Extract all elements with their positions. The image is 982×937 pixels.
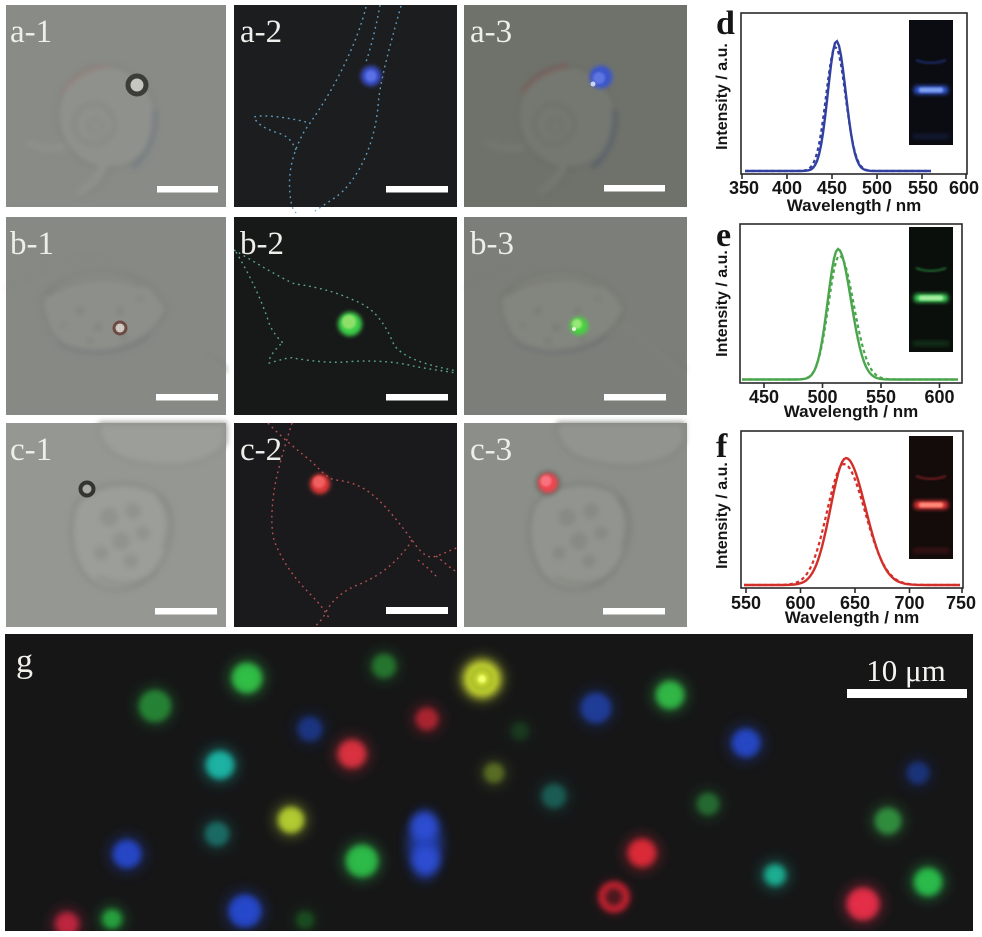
svg-text:a-2: a-2	[240, 14, 282, 50]
svg-text:550: 550	[908, 178, 938, 198]
svg-text:c-1: c-1	[10, 432, 52, 468]
svg-text:350: 350	[729, 178, 759, 198]
svg-text:b-2: b-2	[240, 226, 284, 262]
svg-text:550: 550	[731, 593, 761, 613]
svg-text:650: 650	[840, 593, 870, 613]
svg-text:Intensity / a.u.: Intensity / a.u.	[714, 43, 731, 150]
svg-text:600: 600	[924, 387, 954, 407]
svg-text:a-3: a-3	[470, 14, 512, 50]
svg-text:700: 700	[894, 593, 924, 613]
svg-text:Wavelength / nm: Wavelength / nm	[787, 196, 921, 215]
svg-text:450: 450	[817, 178, 847, 198]
svg-text:f: f	[716, 428, 728, 465]
svg-text:g: g	[16, 643, 33, 680]
svg-text:e: e	[716, 217, 731, 254]
svg-text:Intensity / a.u.: Intensity / a.u.	[714, 250, 731, 357]
svg-text:550: 550	[866, 387, 896, 407]
svg-text:d: d	[716, 5, 735, 42]
svg-text:750: 750	[946, 593, 976, 613]
svg-text:500: 500	[862, 178, 892, 198]
svg-text:450: 450	[749, 387, 779, 407]
svg-text:Wavelength / nm: Wavelength / nm	[784, 402, 918, 421]
svg-text:b-1: b-1	[10, 226, 54, 262]
svg-text:600: 600	[785, 593, 815, 613]
svg-text:10 μm: 10 μm	[866, 653, 945, 688]
svg-text:600: 600	[949, 178, 979, 198]
svg-text:Intensity / a.u.: Intensity / a.u.	[714, 462, 731, 569]
svg-text:a-1: a-1	[10, 14, 52, 50]
svg-text:Wavelength / nm: Wavelength / nm	[785, 608, 919, 627]
svg-text:500: 500	[807, 387, 837, 407]
svg-text:400: 400	[772, 178, 802, 198]
svg-text:c-2: c-2	[240, 432, 282, 468]
svg-text:b-3: b-3	[470, 226, 514, 262]
svg-text:c-3: c-3	[470, 432, 512, 468]
